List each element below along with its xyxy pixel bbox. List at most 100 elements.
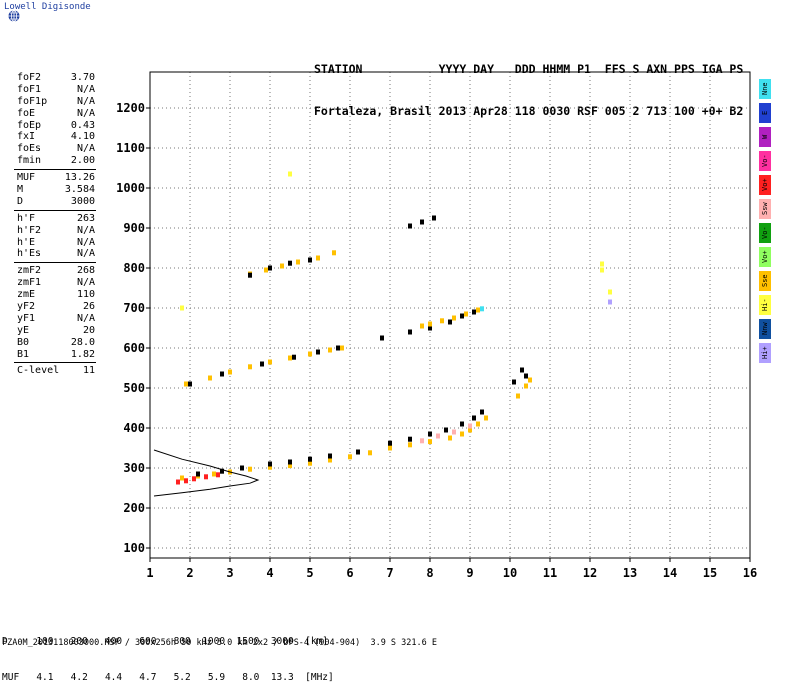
chart-grid [150, 72, 750, 558]
echo-marks [176, 171, 612, 485]
echo-point [428, 439, 432, 445]
legend-swatch: Sse [759, 271, 771, 291]
legend-swatch: Vo- [759, 223, 771, 243]
param-value: 0.43 [70, 119, 95, 131]
echo-point [528, 377, 532, 383]
param-value: 3000 [70, 195, 95, 207]
param-separator [14, 209, 96, 211]
param-label: h'F [17, 212, 36, 224]
param-value: N/A [76, 143, 95, 155]
param-label: foE [17, 107, 36, 119]
echo-point [472, 415, 476, 421]
echo-point [176, 479, 180, 485]
param-row: h'E N/A [0, 237, 98, 249]
y-tick-label: 700 [123, 301, 145, 315]
echo-point [268, 461, 272, 467]
param-value: 268 [76, 265, 95, 277]
echo-point [292, 354, 296, 360]
echo-point [268, 464, 272, 470]
y-tick-label: 100 [123, 541, 145, 555]
echo-point [452, 429, 456, 435]
legend-label: Ssw [761, 202, 769, 216]
param-row: foEs N/A [0, 143, 98, 155]
x-tick-label: 2 [186, 566, 193, 580]
legend-label: Vo- [761, 154, 769, 168]
echo-point [316, 349, 320, 355]
param-value: 110 [76, 289, 95, 301]
y-tick-label: 1100 [116, 141, 145, 155]
param-row: foF1 N/A [0, 84, 98, 96]
echo-point [264, 267, 268, 273]
param-value: 1.82 [70, 348, 95, 360]
echo-point [408, 329, 412, 335]
legend-swatch: Hi+ [759, 343, 771, 363]
echo-point [212, 471, 216, 477]
echo-point [432, 215, 436, 221]
echo-point [468, 423, 472, 429]
param-row: yE 20 [0, 325, 98, 337]
legend-label: E [761, 110, 769, 116]
param-value: N/A [76, 107, 95, 119]
muf-table: D 100 200 400 600 800 1000 1500 3000 [km… [2, 612, 334, 696]
param-row: B0 28.0 [0, 337, 98, 349]
file-info: FZA0M_2013118003000.RSF / 300x256h 50 kH… [2, 638, 437, 648]
echo-point [600, 261, 604, 267]
echo-point [328, 457, 332, 463]
echo-point [476, 421, 480, 427]
param-label: foF2 [17, 72, 42, 83]
param-label: zmF1 [17, 277, 42, 289]
legend-label: Vo+ [761, 250, 769, 264]
muf-table-muf-row: MUF 4.1 4.2 4.4 4.7 5.2 5.9 8.0 13.3 [MH… [2, 672, 334, 683]
muf-table-distance-row: D 100 200 400 600 800 1000 1500 3000 [km… [2, 636, 329, 647]
echo-point [340, 345, 344, 351]
param-value: N/A [76, 95, 95, 107]
legend-label: Vo- [761, 226, 769, 240]
param-label: yF1 [17, 312, 36, 324]
density-profile-line [153, 449, 260, 497]
echo-point [428, 431, 432, 437]
param-label: foF1p [17, 95, 48, 107]
echo-point [428, 321, 432, 327]
legend-swatch: Hi- [759, 295, 771, 315]
param-label: B1 [17, 348, 30, 360]
echo-point [468, 427, 472, 433]
param-separator [14, 362, 96, 364]
echo-point [448, 435, 452, 441]
echo-point [512, 379, 516, 385]
param-label: D [17, 195, 24, 207]
x-tick-label: 14 [663, 566, 677, 580]
x-tick-label: 8 [426, 566, 433, 580]
echo-point [420, 438, 424, 444]
x-tick-label: 12 [583, 566, 597, 580]
param-row: B1 1.82 [0, 349, 98, 361]
echo-point [608, 289, 612, 295]
x-tick-label: 7 [386, 566, 393, 580]
echo-point [180, 305, 184, 311]
echo-point [440, 318, 444, 324]
param-row: yF2 26 [0, 301, 98, 313]
legend-label: Sse [761, 274, 769, 288]
echo-point [380, 335, 384, 341]
x-tick-label: 16 [743, 566, 757, 580]
echo-point [336, 345, 340, 351]
y-tick-label: 600 [123, 341, 145, 355]
echo-point [328, 453, 332, 459]
x-tick-label: 1 [146, 566, 153, 580]
param-row: foEp 0.43 [0, 120, 98, 132]
param-value: 2.00 [70, 155, 95, 167]
echo-point [204, 474, 208, 480]
echo-point [296, 259, 300, 265]
echo-point [480, 409, 484, 415]
param-value: 26 [82, 301, 95, 313]
echo-point [268, 359, 272, 365]
echo-point [288, 171, 292, 177]
param-row: zmF2 268 [0, 265, 98, 277]
y-tick-label: 1200 [116, 101, 145, 115]
y-tick-label: 200 [123, 501, 145, 515]
legend-swatch: Vo+ [759, 247, 771, 267]
echo-point [516, 393, 520, 399]
legend-swatch: E [759, 103, 771, 123]
echo-point [436, 433, 440, 439]
param-row: h'F 263 [0, 213, 98, 225]
echo-point [208, 375, 212, 381]
